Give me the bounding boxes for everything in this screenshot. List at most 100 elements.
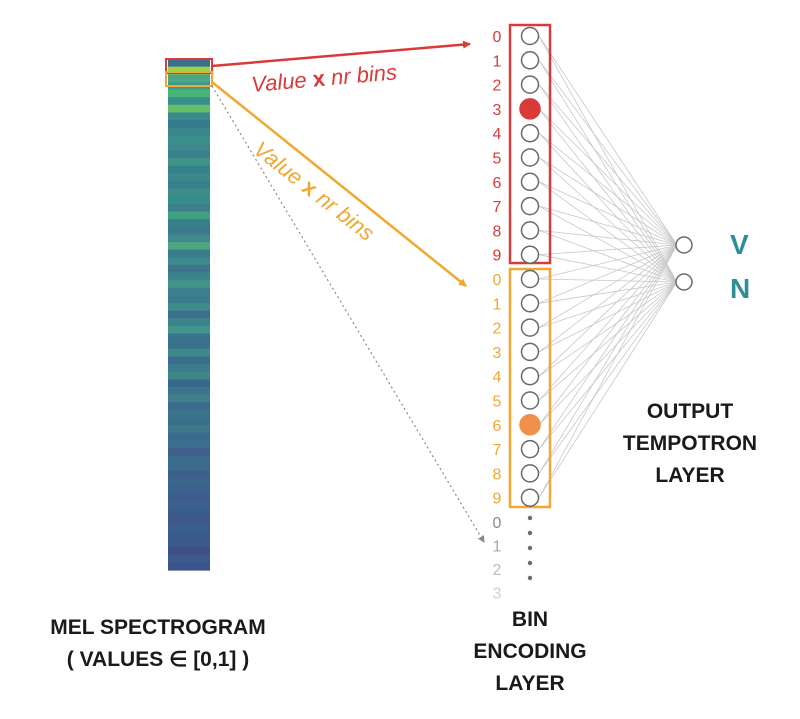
spectrogram-stripe: [168, 196, 210, 205]
spectrogram-stripe: [168, 181, 210, 190]
bin-node: [520, 391, 540, 410]
spectrogram-stripe: [168, 188, 210, 197]
connection-line: [538, 244, 678, 256]
bin-node: [520, 123, 540, 143]
connection-line: [538, 35, 678, 246]
spectrogram-stripe: [168, 425, 210, 434]
spectrogram-stripe: [168, 516, 210, 525]
output-label-v: V: [730, 229, 749, 260]
connection-line: [538, 108, 678, 246]
bin-node: [520, 342, 540, 362]
spectrogram-stripe: [168, 402, 210, 411]
spectrogram-caption-line1: MEL SPECTROGRAM: [50, 616, 265, 639]
mel-spectrogram: [168, 59, 210, 571]
spectrogram-stripe: [168, 234, 210, 243]
spectrogram-stripe: [168, 303, 210, 312]
bin-node: [520, 26, 540, 46]
spectrogram-stripe: [168, 432, 210, 441]
bin-node: [520, 269, 540, 289]
spectrogram-stripe: [168, 417, 210, 426]
spectrogram-stripe: [168, 508, 210, 518]
spectrogram-stripe: [168, 539, 210, 548]
connection-line: [538, 157, 678, 246]
spectrogram-stripe: [168, 348, 210, 358]
connection-line: [538, 278, 678, 283]
bin-index-label: 7: [493, 442, 502, 459]
spectrogram-stripe: [168, 264, 210, 274]
continuation-dot: [527, 560, 533, 566]
bin-node-active: [519, 98, 541, 120]
connection-line: [538, 84, 678, 246]
spectrogram-stripe: [168, 501, 210, 510]
bin-index-label: 8: [493, 466, 502, 483]
bin-index-label: 5: [493, 151, 502, 168]
spectrogram-stripe: [168, 341, 210, 350]
connection-line: [538, 244, 678, 450]
output-caption-line2: TEMPOTRON: [623, 432, 757, 455]
connection-line: [538, 281, 678, 353]
spectrogram-stripe: [168, 203, 210, 213]
output-neuron-n: [675, 273, 693, 291]
spectrogram-stripe: [168, 356, 210, 365]
red-arrow: [211, 40, 471, 68]
faded-bin-index-label: 1: [493, 539, 502, 556]
spectrogram-stripe: [168, 364, 210, 373]
connection-line: [538, 60, 678, 246]
spectrogram-stripe: [168, 455, 210, 464]
connection-line: [538, 108, 678, 283]
connection-line: [538, 244, 678, 304]
bin-caption-line3: LAYER: [495, 672, 564, 695]
output-label-n: N: [730, 273, 750, 304]
spectrogram-stripe: [168, 379, 210, 388]
lower-arrow-label: Value x nr bins: [249, 136, 379, 246]
spectrogram-stripe: [168, 173, 210, 182]
spectrogram-stripe: [168, 66, 210, 75]
spectrogram-stripe: [168, 257, 210, 266]
connection-line: [538, 244, 678, 280]
bin-encoding-nodes: [519, 26, 541, 507]
bin-node-active: [519, 414, 541, 436]
spectrogram-stripe: [168, 531, 210, 541]
connection-line: [538, 35, 678, 283]
connection-line: [538, 157, 678, 283]
spectrogram-stripe: [168, 394, 210, 403]
spectrogram-caption-line2: ( VALUES ∈ [0,1] ): [67, 648, 249, 671]
bin-index-label: 1: [493, 53, 502, 70]
bin-index-labels: 0 1 2 3 4 5 6 7 8 9 0 1 2 3 4 5 6 7 8 9: [493, 29, 502, 508]
bin-index-label: 7: [493, 199, 502, 216]
bin-index-label: 3: [493, 345, 502, 362]
spectrogram-stripe: [168, 562, 210, 571]
continuation-dot: [527, 515, 533, 521]
spectrogram-stripe: [168, 127, 210, 136]
bin-index-label: 4: [493, 126, 502, 143]
faded-bin-index-label: 3: [493, 586, 502, 603]
gray-dotted-arrow: [211, 85, 485, 543]
connection-line: [538, 181, 678, 246]
orange-bin-group-box: [508, 267, 552, 509]
continuation-dots: [527, 515, 533, 581]
spectrogram-stripe: [168, 135, 210, 144]
bin-node: [520, 196, 540, 216]
connection-line: [538, 205, 678, 283]
spectrogram-stripe: [168, 318, 210, 327]
bin-index-label: 3: [493, 102, 502, 119]
bin-to-output-connections: [538, 35, 678, 498]
faded-bin-index-label: 2: [493, 562, 502, 579]
connection-line: [538, 281, 678, 304]
orange-arrow: [211, 81, 467, 287]
connection-line: [538, 244, 678, 328]
spectrogram-stripe: [168, 386, 210, 396]
connection-line: [538, 132, 678, 246]
bin-index-label: 2: [493, 78, 502, 95]
continuation-dot: [527, 545, 533, 551]
spectrogram-stripe: [168, 287, 210, 297]
spectrogram-stripe: [168, 409, 210, 419]
connection-line: [538, 84, 678, 283]
connection-line: [538, 205, 678, 246]
output-caption-line3: LAYER: [655, 464, 724, 487]
spectrogram-stripe: [168, 447, 210, 457]
bin-node: [520, 318, 540, 337]
spectrogram-stripe: [168, 59, 210, 68]
spectrogram-stripe: [168, 249, 210, 258]
